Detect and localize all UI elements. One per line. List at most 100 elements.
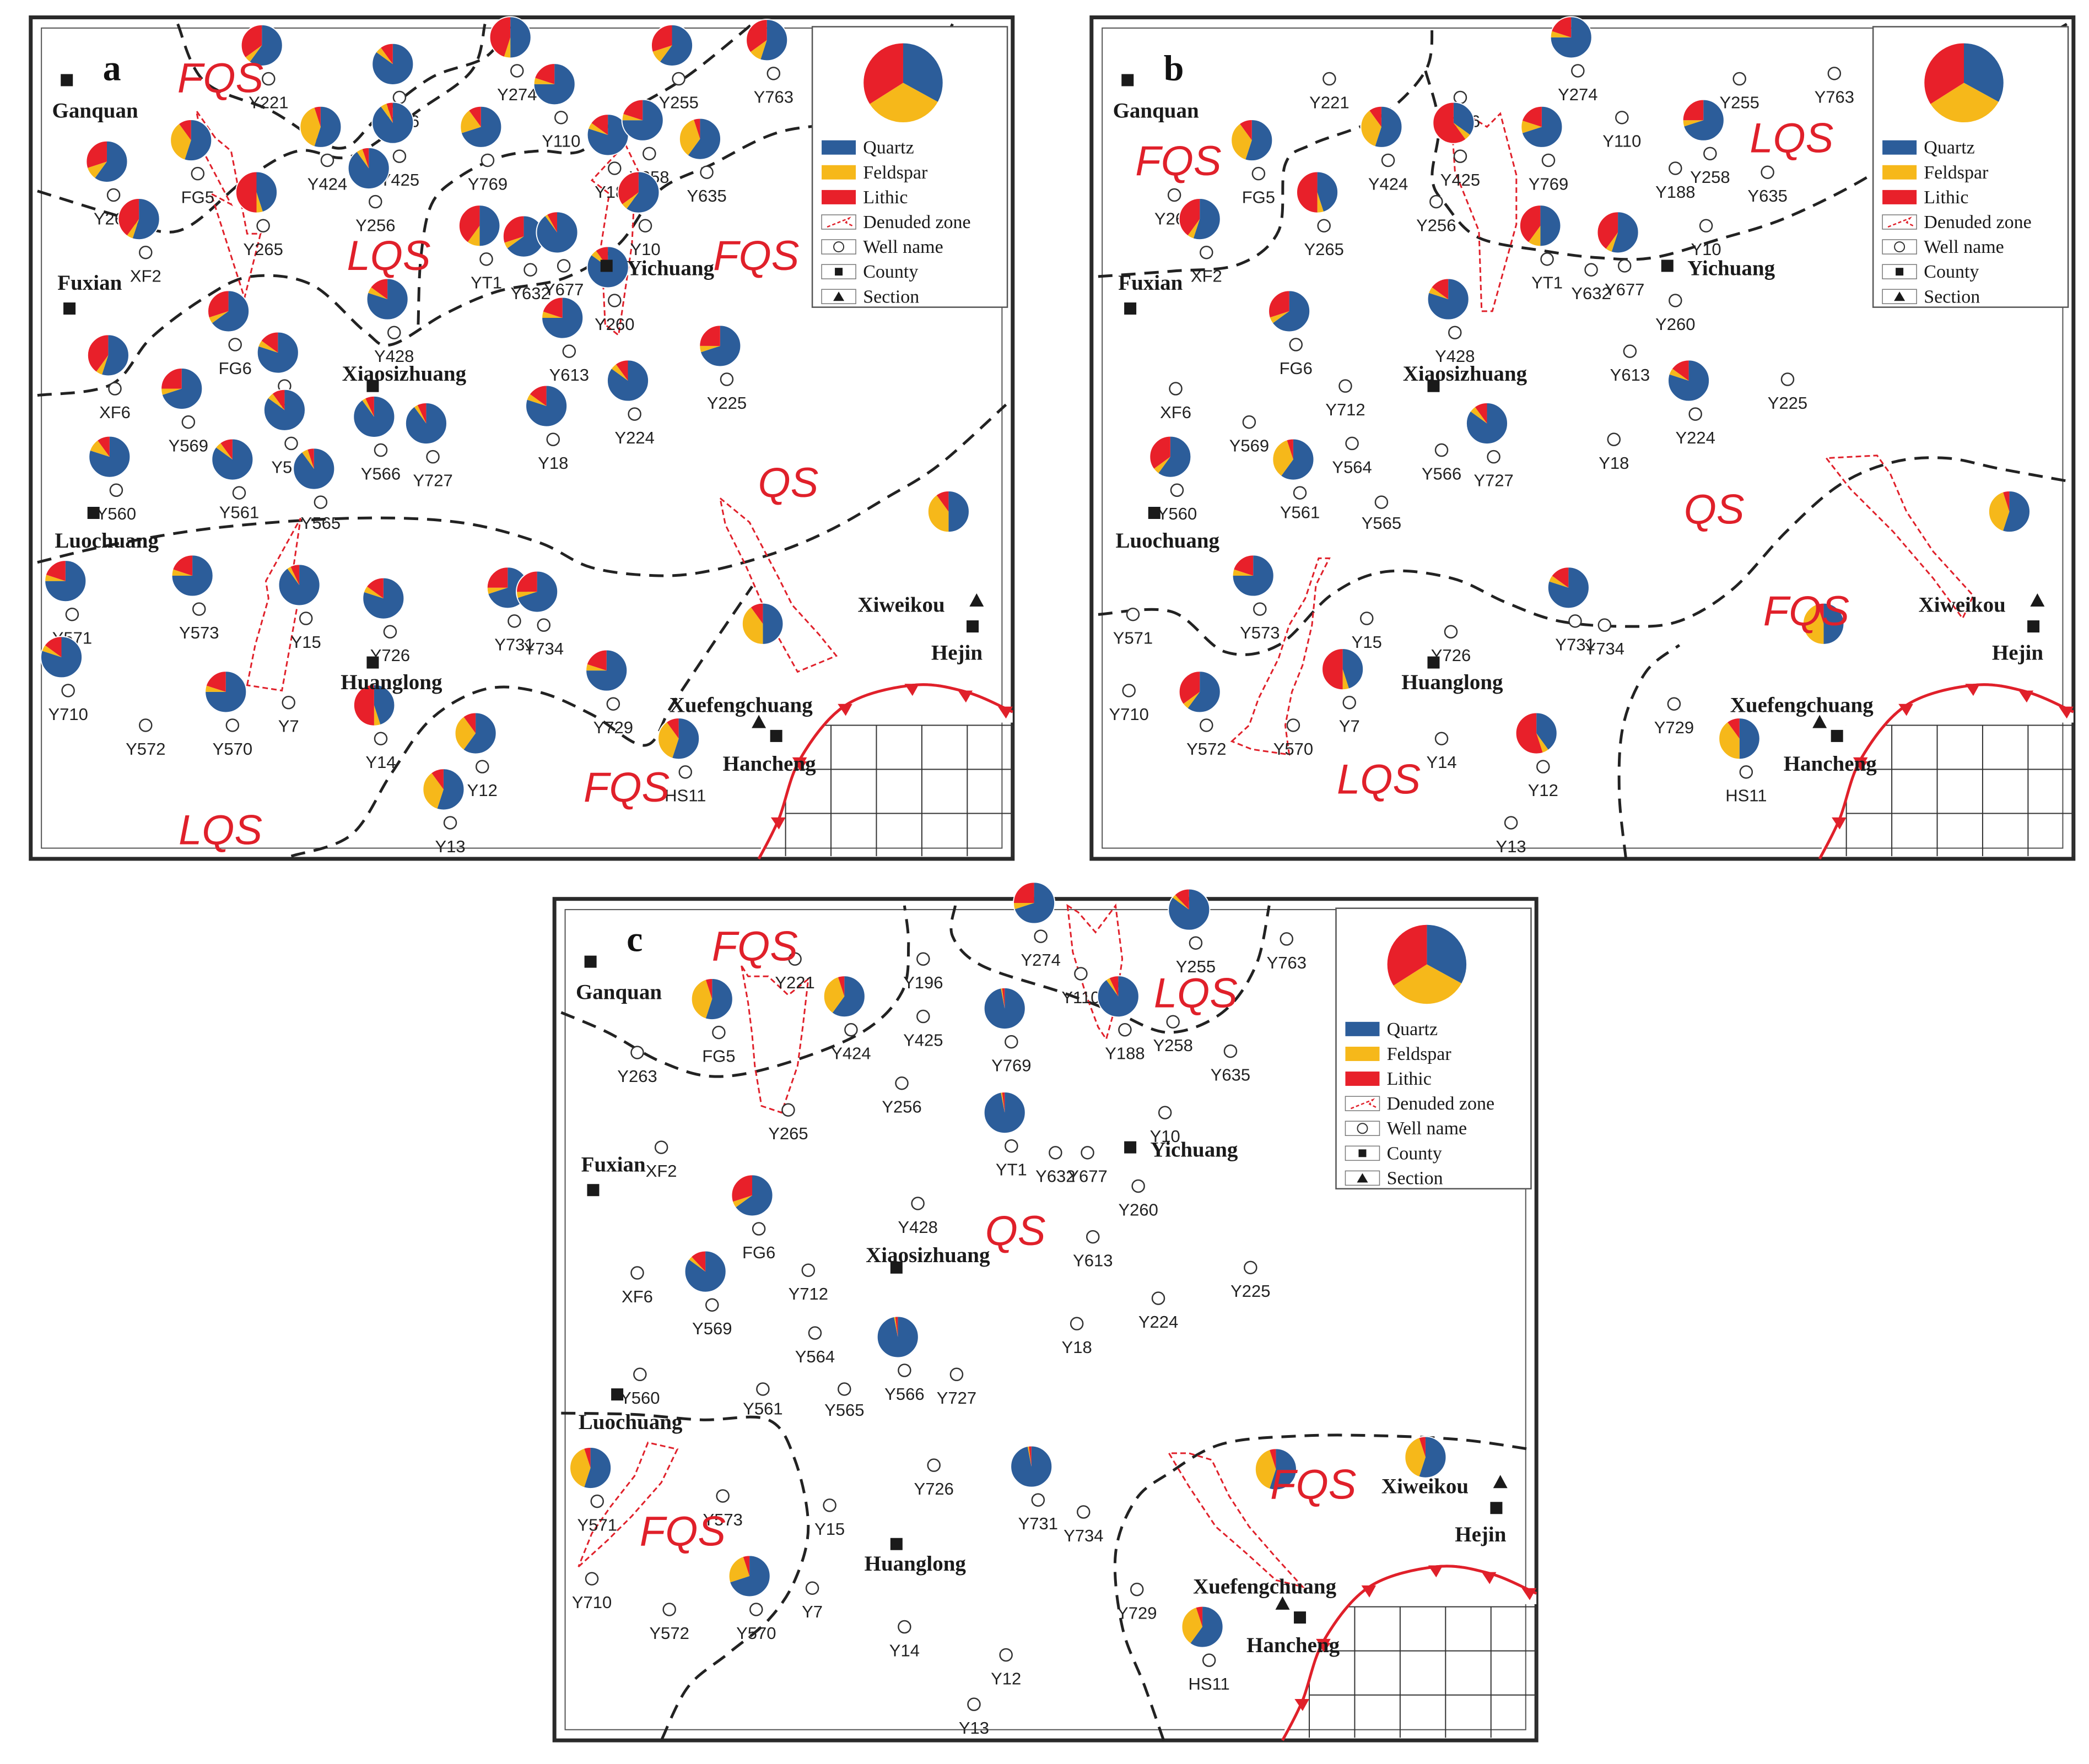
map-panel-b: Y221Y274Y255Y763Y196Y110Y263FG5Y424Y425Y…	[1089, 15, 2076, 861]
well-marker	[562, 344, 576, 358]
well-marker	[1667, 697, 1681, 711]
well-label: Y428	[1435, 347, 1475, 366]
well-marker	[678, 765, 693, 779]
pie-slice-lithic	[936, 491, 949, 512]
sandstone-composition-pie	[263, 388, 306, 431]
pie-slice-lithic	[261, 332, 278, 353]
well-label: Y572	[1186, 739, 1226, 759]
pie-slice-feldspar	[1232, 569, 1254, 576]
pie-slice-feldspar	[258, 340, 278, 353]
sandstone-zone-label: FQS	[584, 764, 670, 811]
well-marker	[805, 1581, 819, 1595]
well-label: Y221	[775, 973, 814, 992]
pie-slice-feldspar	[171, 569, 193, 576]
well-label: Y225	[1230, 1281, 1270, 1301]
pie-slice-quartz	[132, 198, 160, 240]
well-label: Y570	[1273, 739, 1313, 759]
sandstone-composition-pie	[1232, 554, 1275, 597]
section-marker	[969, 593, 984, 607]
pie-slice-lithic	[272, 389, 285, 410]
pie-slice-feldspar	[611, 364, 628, 381]
sandstone-composition-pie	[1178, 670, 1221, 713]
county-marker	[1294, 1611, 1307, 1624]
pie-slice-feldspar	[570, 1448, 591, 1488]
pie-slice-lithic	[118, 198, 139, 236]
county-label: Yichuang	[1150, 1138, 1238, 1162]
sandstone-composition-pie	[117, 198, 160, 241]
sandstone-composition-pie	[927, 490, 970, 533]
well-label: Y561	[219, 503, 259, 522]
sandstone-composition-pie	[1321, 648, 1364, 691]
panel-letter: b	[1164, 48, 1184, 89]
well-label: Y769	[468, 174, 508, 193]
pie-slice-quartz	[586, 650, 628, 691]
denuded-zone-arrow	[741, 965, 809, 1114]
well-label: Y225	[707, 393, 747, 413]
zone-boundary-dashed	[1617, 643, 1681, 859]
pie-slice-feldspar	[699, 345, 720, 353]
pie-slice-quartz	[877, 1316, 919, 1358]
pie-slice-quartz	[1190, 1606, 1223, 1648]
pie-slice-quartz	[1281, 439, 1314, 480]
pie-slice-lithic	[290, 564, 300, 585]
legend: Quartz Feldspar Lithic Denuded zone Well nam…	[1335, 907, 1532, 1190]
well-marker	[1453, 90, 1467, 105]
sandstone-composition-pie	[876, 1316, 919, 1359]
well-marker	[369, 194, 382, 209]
well-marker	[282, 696, 295, 710]
county-marker	[600, 259, 613, 272]
pie-slice-feldspar	[894, 1316, 898, 1337]
pie-slice-quartz	[735, 1175, 773, 1216]
sandstone-composition-pie	[1547, 566, 1590, 609]
pie-slice-quartz	[40, 636, 83, 678]
well-marker	[1434, 443, 1449, 457]
well-marker	[643, 147, 656, 161]
pie-slice-lithic	[1431, 278, 1449, 300]
fault-tooth	[904, 684, 920, 696]
well-marker	[225, 718, 240, 732]
pie-slice-lithic	[1386, 924, 1427, 986]
legend-swatch	[1882, 190, 1917, 204]
pie-slice-lithic	[543, 297, 563, 318]
well-marker	[1005, 1035, 1018, 1049]
well-marker	[481, 153, 495, 167]
well-marker	[927, 1458, 941, 1472]
pie-slice-lithic	[179, 120, 191, 140]
pie-slice-feldspar	[96, 355, 109, 375]
well-label: Y635	[1747, 186, 1787, 205]
pie-slice-feldspar	[1453, 123, 1471, 140]
well-marker	[1571, 64, 1585, 78]
pie-slice-feldspar	[364, 586, 384, 599]
pie-slice-quartz	[1466, 403, 1508, 445]
well-label: Y763	[1267, 953, 1307, 972]
sandstone-composition-pie	[690, 977, 733, 1021]
pie-slice-lithic	[380, 43, 393, 64]
pie-slice-quartz	[542, 297, 584, 339]
pie-slice-lithic	[1179, 671, 1200, 704]
well-marker	[1487, 450, 1500, 464]
pie-slice-quartz	[257, 332, 299, 374]
denuded-zone-arrow	[1167, 1452, 1305, 1588]
pie-slice-lithic	[699, 325, 720, 346]
well-label: Y12	[467, 781, 498, 800]
well-label: YT1	[1531, 273, 1563, 293]
pie-slice-quartz	[314, 106, 342, 148]
pie-slice-feldspar	[205, 685, 226, 692]
sandstone-composition-pie	[1254, 1448, 1297, 1491]
well-marker	[1031, 1493, 1045, 1507]
sandstone-zone-label: QS	[1684, 486, 1745, 533]
pie-slice-lithic	[1268, 290, 1289, 318]
well-marker	[608, 294, 622, 307]
well-marker	[1170, 483, 1184, 497]
county-label: Yichuang	[627, 256, 714, 280]
sandstone-zone-label: LQS	[1337, 756, 1421, 803]
well-label: Y613	[549, 365, 589, 385]
pie-slice-lithic	[1297, 171, 1318, 213]
county-label: Huanglong	[1401, 670, 1503, 694]
well-label: Y424	[307, 174, 347, 193]
well-label: Y255	[1719, 93, 1759, 112]
well-label: Y729	[1117, 1603, 1157, 1622]
county-marker	[366, 380, 379, 392]
legend-label: Well name	[1924, 237, 2004, 257]
well-name-symbol	[1357, 1123, 1368, 1134]
